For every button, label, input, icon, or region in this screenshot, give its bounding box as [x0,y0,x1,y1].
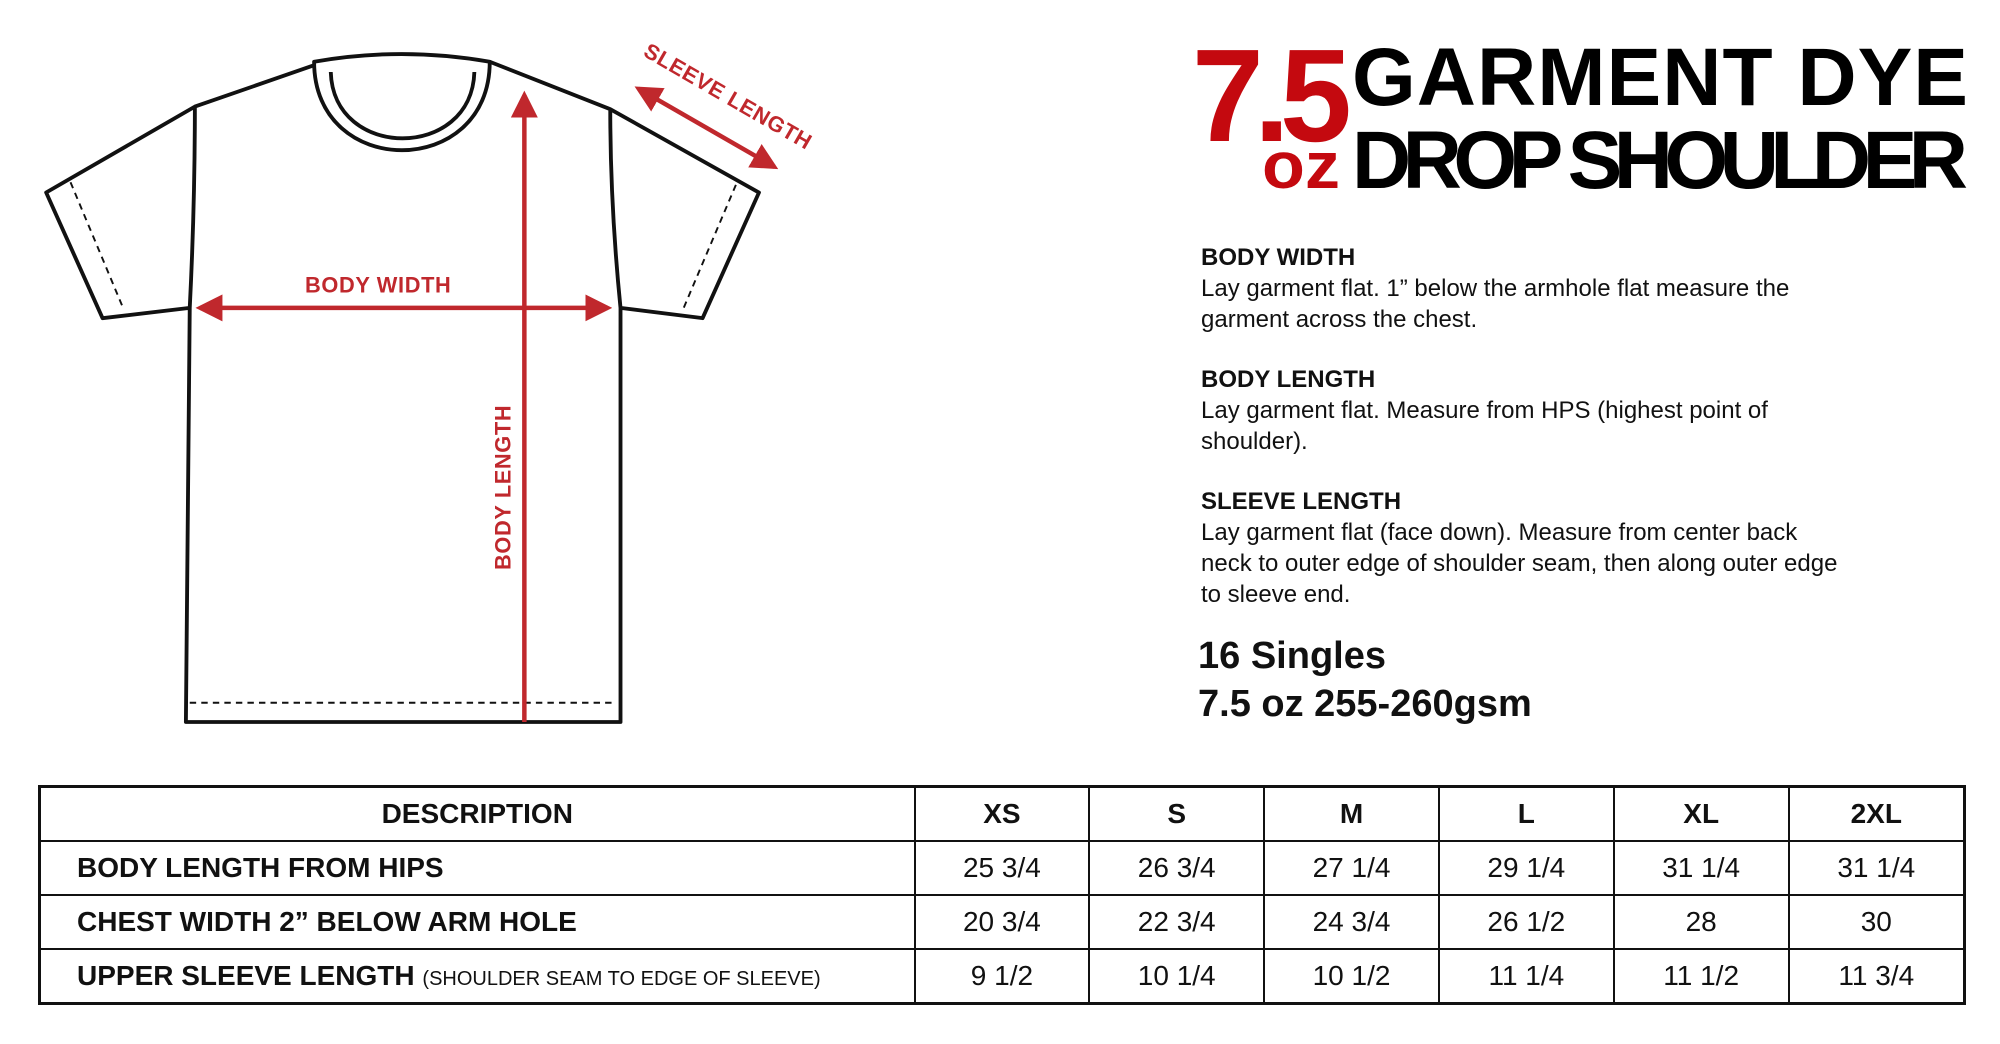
collar-inner [328,71,477,141]
cell: 20 3/4 [913,894,1091,950]
cell: 26 3/4 [1088,840,1266,896]
title-line-1: GARMENT DYE [1352,32,1968,123]
weight-number: 7.5 [1192,22,1348,169]
weight-spec: 7.5 oz 255-260gsm [1198,683,1532,725]
cell: 10 1/2 [1263,948,1440,1005]
yarn-spec: 16 Singles [1198,635,1386,677]
table-row: CHEST WIDTH 2” BELOW ARM HOLE 20 3/4 22 … [38,894,1966,950]
cell: 11 3/4 [1787,948,1966,1005]
header-size: S [1088,785,1266,842]
cell: 27 1/4 [1263,840,1440,896]
sleeve-length-arrow [634,86,779,170]
row-label: BODY LENGTH FROM HIPS [38,840,916,896]
header-description: DESCRIPTION [38,785,916,842]
table-row: UPPER SLEEVE LENGTH (SHOULDER SEAM TO ED… [38,948,1966,1005]
cell: 24 3/4 [1263,894,1440,950]
instruction-text: Lay garment flat. 1” below the armhole f… [1201,275,1790,333]
instruction-sleeve-length: SLEEVE LENGTH Lay garment flat (face dow… [1201,486,1841,610]
cell: 31 1/4 [1612,840,1790,896]
instruction-heading: SLEEVE LENGTH [1201,488,1402,515]
body-length-label: BODY LENGTH [490,405,515,570]
instruction-text: Lay garment flat (face down). Measure fr… [1201,519,1838,608]
body-width-label: BODY WIDTH [305,273,451,298]
header-size: L [1437,785,1615,842]
weight-unit: oz [1262,128,1340,200]
instruction-body-width: BODY WIDTH Lay garment flat. 1” below th… [1201,242,1841,335]
cell: 25 3/4 [913,840,1091,896]
row-label: UPPER SLEEVE LENGTH (SHOULDER SEAM TO ED… [38,948,916,1005]
cell: 31 1/4 [1787,840,1966,896]
header-size: M [1263,785,1440,842]
cell: 29 1/4 [1437,840,1615,896]
instruction-heading: BODY WIDTH [1201,244,1356,271]
header-size: 2XL [1787,785,1966,842]
size-chart-table: DESCRIPTION XS S M L XL 2XL BODY LENGTH … [38,785,1966,1005]
product-title: 7.5 oz GARMENT DYE DROP SHOULDER [1192,22,1968,200]
instruction-heading: BODY LENGTH [1201,366,1376,393]
cell: 28 [1612,894,1790,950]
title-line-2: DROP SHOULDER [1352,115,1968,200]
header-size: XL [1612,785,1790,842]
cell: 11 1/2 [1612,948,1790,1005]
cell: 26 1/2 [1437,894,1615,950]
table-header-row: DESCRIPTION XS S M L XL 2XL [38,785,1966,842]
shirt-outline [44,59,761,724]
cell: 22 3/4 [1088,894,1266,950]
header-size: XS [913,785,1091,842]
instruction-body-length: BODY LENGTH Lay garment flat. Measure fr… [1201,364,1841,457]
row-note: (SHOULDER SEAM TO EDGE OF SLEEVE) [422,968,821,990]
cell: 30 [1787,894,1966,950]
table-row: BODY LENGTH FROM HIPS 25 3/4 26 3/4 27 1… [38,840,1966,896]
cell: 11 1/4 [1437,948,1615,1005]
row-label: CHEST WIDTH 2” BELOW ARM HOLE [38,894,916,950]
instruction-text: Lay garment flat. Measure from HPS (high… [1201,397,1768,455]
cell: 10 1/4 [1088,948,1266,1005]
cell: 9 1/2 [913,948,1091,1005]
